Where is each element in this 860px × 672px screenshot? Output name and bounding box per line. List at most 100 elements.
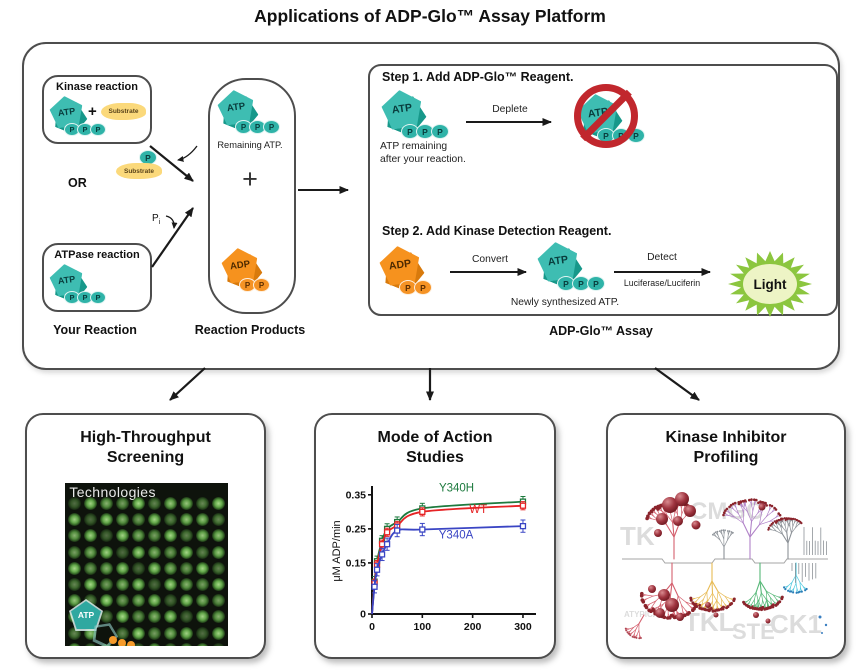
released-substrate-blob: Substrate xyxy=(116,163,162,179)
page-title: Applications of ADP-Glo™ Assay Platform xyxy=(254,6,606,26)
well-dot xyxy=(180,513,193,527)
well-dot xyxy=(164,513,177,527)
well-dot xyxy=(84,497,97,510)
substrate-blob: Substrate xyxy=(101,103,146,120)
well-dot xyxy=(84,578,97,591)
well-dot xyxy=(116,545,129,559)
svg-text:100: 100 xyxy=(414,621,432,633)
well-dot xyxy=(148,513,161,527)
svg-text:0.35: 0.35 xyxy=(346,489,367,501)
well-dot xyxy=(212,610,225,624)
well-dot xyxy=(100,497,113,510)
well-dot xyxy=(148,545,161,559)
well-dot xyxy=(100,610,113,624)
well-dot xyxy=(164,594,177,608)
plate-watermark-text: t Technologies xyxy=(65,484,156,500)
well-dot xyxy=(164,497,177,510)
reaction-products-label: Reaction Products xyxy=(194,323,306,337)
well-dot xyxy=(100,578,113,591)
microplate-image: t Technologies ATP xyxy=(65,483,228,646)
svg-text:μM ADP/min: μM ADP/min xyxy=(331,520,343,581)
well-dot xyxy=(68,513,81,527)
well-dot xyxy=(116,497,129,510)
well-dot xyxy=(84,561,97,575)
well-dot xyxy=(212,626,225,640)
moa-card-title: Mode of Action Studies xyxy=(377,429,493,466)
well-dot xyxy=(84,545,97,559)
well-dot xyxy=(196,561,209,575)
your-reaction-label: Your Reaction xyxy=(53,323,137,337)
well-dot xyxy=(84,529,97,543)
well-dot xyxy=(116,626,129,640)
branch-arrow-left xyxy=(169,367,206,401)
well-dot xyxy=(148,626,161,640)
well-dot xyxy=(100,513,113,527)
well-dot xyxy=(68,529,81,543)
well-dot xyxy=(164,561,177,575)
orange-dot xyxy=(127,641,135,646)
well-dot xyxy=(196,513,209,527)
well-dot xyxy=(212,497,225,510)
step1-caption: ATP remaining after your reaction. xyxy=(380,141,466,165)
well-dot xyxy=(132,626,145,640)
light-starburst: Light xyxy=(728,251,812,317)
detect-label: Detect xyxy=(647,252,677,263)
kinome-branches xyxy=(622,492,828,640)
well-dot xyxy=(212,545,225,559)
well-dot xyxy=(116,529,129,543)
newly-synthesized-label: Newly synthesized ATP. xyxy=(510,297,620,308)
svg-text:300: 300 xyxy=(514,621,532,633)
svg-text:0: 0 xyxy=(360,609,366,621)
well-dot xyxy=(196,529,209,543)
watermark-atypical: ATYPICAL xyxy=(624,610,664,619)
well-dot xyxy=(164,642,177,646)
well-dot xyxy=(180,545,193,559)
moa-chart: 0 100 200 300 0 0.15 0.25 0.35 μM ADP/min Y340H WT… xyxy=(331,482,536,633)
well-dot xyxy=(148,610,161,624)
well-dot xyxy=(212,642,225,646)
kinase-reaction-label: Kinase reaction xyxy=(56,81,138,93)
well-dot xyxy=(180,561,193,575)
well-dot xyxy=(164,626,177,640)
svg-text:0: 0 xyxy=(369,621,375,633)
adp-glo-assay-label: ADP-Glo™ Assay xyxy=(549,324,653,338)
well-dot xyxy=(148,594,161,608)
well-dot xyxy=(100,529,113,543)
kinase-inhibitor-profiling-card: Kinase Inhibitor Profiling TK CMGC ATYPI… xyxy=(606,413,846,659)
well-dot xyxy=(212,529,225,543)
well-dot xyxy=(132,594,145,608)
well-dot xyxy=(196,642,209,646)
svg-text:Y340A: Y340A xyxy=(439,530,474,542)
deplete-label: Deplete xyxy=(492,104,528,115)
well-dot xyxy=(100,594,113,608)
well-dot xyxy=(148,497,161,510)
well-dot xyxy=(196,497,209,510)
orange-dot xyxy=(118,639,126,646)
convert-label: Convert xyxy=(471,254,509,265)
well-dot xyxy=(196,626,209,640)
well-dot xyxy=(212,594,225,608)
well-dot xyxy=(116,594,129,608)
well-dot xyxy=(132,513,145,527)
svg-text:0.15: 0.15 xyxy=(346,557,367,569)
well-dot xyxy=(84,513,97,527)
well-dot xyxy=(68,642,81,646)
well-dot xyxy=(132,497,145,510)
well-dot xyxy=(68,545,81,559)
svg-text:Y340H: Y340H xyxy=(439,482,474,494)
watermark-tk: TK xyxy=(620,521,655,551)
well-dot xyxy=(68,561,81,575)
step2-heading: Step 2. Add Kinase Detection Reagent. xyxy=(382,224,612,238)
well-dot xyxy=(132,561,145,575)
well-dot xyxy=(212,578,225,591)
mode-of-action-card: Mode of Action Studies 0 100 200 300 0 0.15 0.… xyxy=(314,413,556,659)
well-dot xyxy=(116,513,129,527)
